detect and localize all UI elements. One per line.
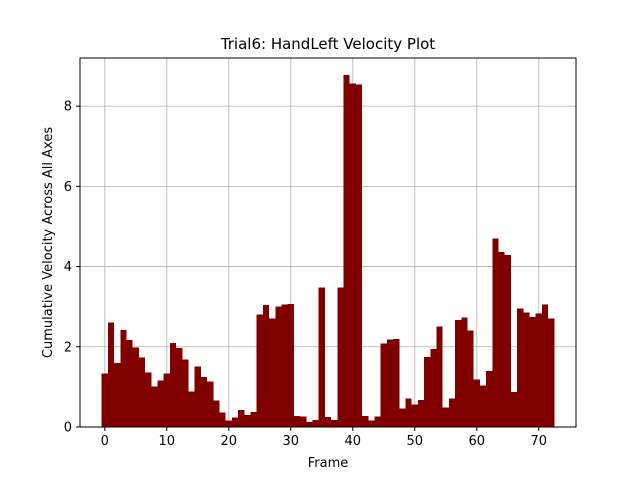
bar [467, 330, 474, 427]
bar [343, 74, 350, 428]
bar [145, 372, 152, 427]
x-tick-label: 40 [345, 434, 362, 449]
bar [448, 398, 456, 427]
bar [541, 304, 549, 427]
bar [498, 252, 505, 427]
bar [219, 412, 226, 427]
bar [176, 347, 183, 427]
bar [486, 370, 493, 427]
bar [169, 342, 177, 427]
bar [318, 287, 325, 427]
bar [529, 317, 536, 427]
bar [517, 308, 524, 427]
bar [182, 359, 189, 427]
axis-ticks: 0 10 20 30 40 50 60 70 0 2 4 6 8 [64, 100, 547, 449]
bar [442, 407, 449, 427]
bar [250, 411, 257, 427]
y-tick-label: 2 [64, 340, 72, 355]
bar [225, 420, 232, 427]
bar [424, 356, 431, 427]
bar [331, 420, 338, 427]
bar [523, 312, 530, 427]
x-tick-label: 70 [531, 434, 548, 449]
bar [374, 416, 381, 427]
bar [399, 408, 406, 427]
bar [256, 314, 263, 427]
bar [269, 318, 276, 427]
y-axis-label: Cumulative Velocity Across All Axes [41, 127, 56, 358]
bar [231, 417, 239, 427]
bar [200, 376, 208, 427]
bar [157, 380, 164, 427]
bar [207, 381, 214, 427]
x-tick-label: 30 [283, 434, 300, 449]
bar [101, 373, 108, 427]
x-tick-label: 60 [469, 434, 486, 449]
bar [405, 398, 412, 427]
bar [386, 339, 394, 427]
bar [411, 404, 418, 427]
bar [492, 238, 499, 427]
bar [535, 313, 542, 427]
chart-title: Trial6: HandLeft Velocity Plot [220, 35, 436, 53]
bar [194, 366, 201, 427]
bar [510, 392, 518, 427]
bar [281, 304, 288, 427]
bar [337, 287, 344, 427]
bar [126, 339, 133, 427]
bar [473, 379, 480, 427]
bar [349, 83, 356, 427]
bar [461, 317, 468, 427]
bar [275, 306, 282, 427]
y-tick-label: 0 [64, 421, 72, 436]
y-tick-label: 8 [64, 100, 72, 115]
y-tick-label: 4 [64, 260, 72, 275]
bar [306, 422, 313, 427]
bar [368, 420, 375, 427]
bar [138, 357, 146, 427]
bar [151, 386, 158, 427]
axes-frame [79, 57, 577, 428]
bar [430, 348, 437, 427]
bar [312, 420, 319, 427]
bar [548, 318, 555, 427]
bar [188, 391, 195, 427]
x-tick-label: 10 [159, 434, 176, 449]
bar [380, 343, 387, 427]
bar [362, 415, 369, 427]
bar [436, 326, 443, 427]
bar [163, 373, 170, 427]
bar [417, 400, 425, 427]
bar [455, 319, 462, 427]
x-tick-label: 50 [407, 434, 424, 449]
bar [244, 414, 251, 427]
x-axis-label: Frame [308, 456, 349, 471]
y-tick-label: 6 [64, 180, 72, 195]
bar [238, 410, 245, 427]
bar [120, 329, 127, 427]
bar [213, 400, 220, 427]
bar [262, 305, 270, 427]
bar [324, 416, 332, 427]
bar [355, 84, 363, 427]
bar [107, 322, 115, 427]
bar [300, 416, 307, 427]
x-tick-label: 0 [101, 434, 109, 449]
bar [479, 385, 487, 427]
x-tick-label: 20 [221, 434, 238, 449]
bar [132, 347, 139, 427]
bar [504, 254, 511, 427]
bar [293, 415, 301, 427]
bar [393, 338, 400, 427]
bar-series [101, 74, 555, 428]
bar [114, 362, 121, 427]
bar [287, 303, 294, 427]
